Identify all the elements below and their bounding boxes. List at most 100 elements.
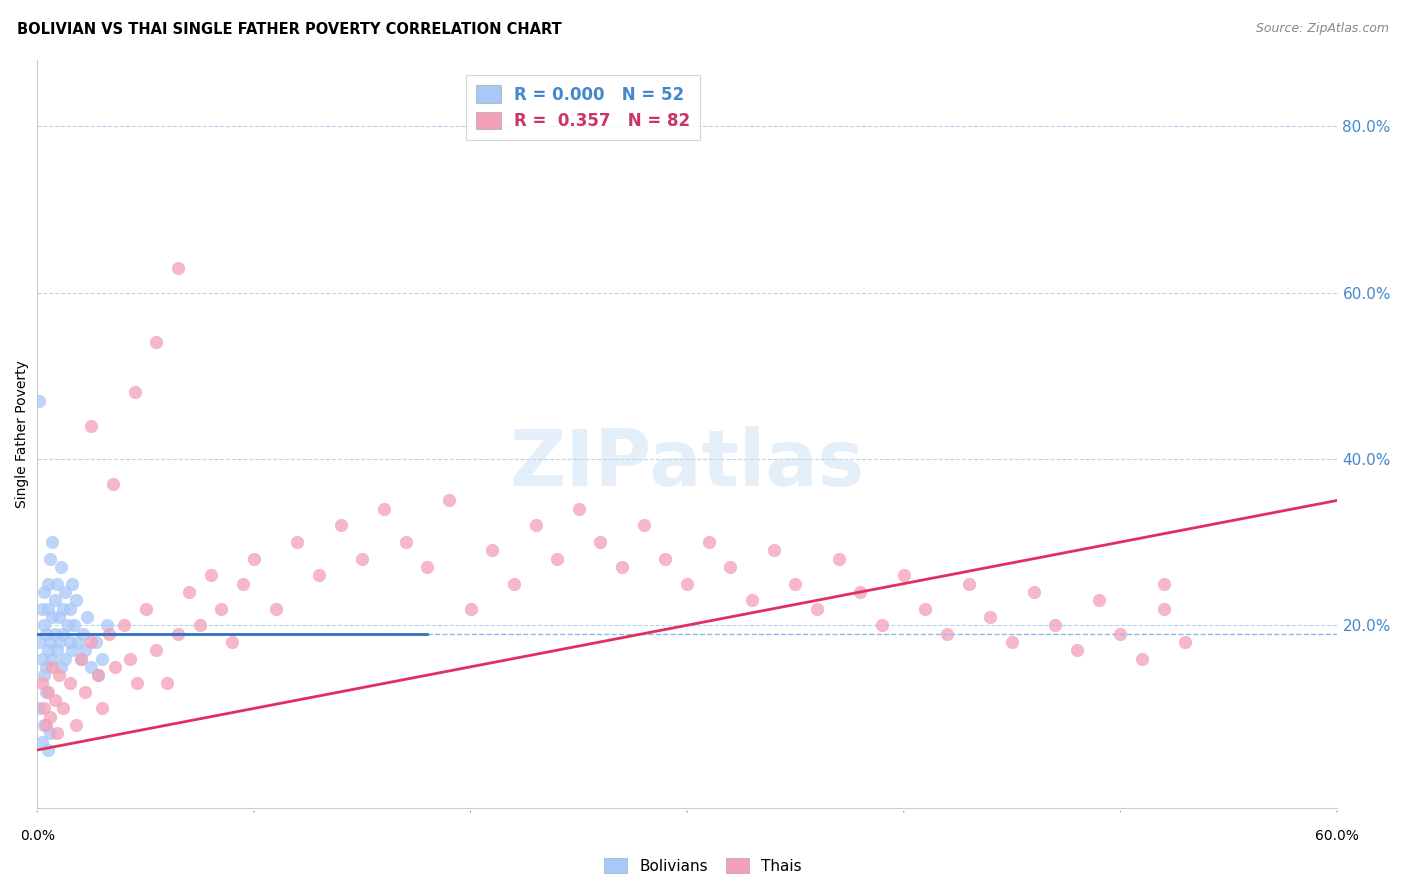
Point (39, 710, 62, 724)
Point (32, 701, 55, 715)
Point (41, 651, 63, 665)
Point (87, 668, 110, 682)
Point (979, 610, 1001, 624)
Point (97, 626, 120, 640)
Point (96, 618, 118, 632)
Point (914, 601, 936, 615)
Point (329, 518, 352, 533)
Point (893, 568, 915, 582)
Point (481, 543, 503, 558)
Point (35, 660, 58, 674)
Point (394, 535, 416, 549)
Point (39, 635, 62, 649)
Point (91, 701, 114, 715)
Point (80, 635, 103, 649)
Point (145, 335, 167, 350)
Point (720, 560, 742, 574)
Point (41, 660, 63, 674)
Point (524, 518, 547, 533)
Point (1022, 585, 1045, 599)
Point (48, 668, 70, 682)
Point (1153, 601, 1175, 615)
Text: Source: ZipAtlas.com: Source: ZipAtlas.com (1256, 22, 1389, 36)
Point (67, 635, 90, 649)
Text: ZIPatlas: ZIPatlas (509, 425, 865, 502)
Point (957, 576, 980, 591)
Point (1087, 593, 1109, 607)
Text: 60.0%: 60.0% (1315, 829, 1358, 843)
Point (35, 718, 58, 732)
Point (37, 643, 59, 657)
Point (101, 476, 124, 491)
Point (849, 585, 872, 599)
Point (39, 551, 62, 566)
Point (135, 601, 157, 615)
Point (697, 535, 720, 549)
Point (460, 601, 482, 615)
Point (80, 660, 103, 674)
Point (232, 576, 254, 591)
Point (612, 560, 634, 574)
Point (65, 593, 87, 607)
Point (28, 635, 51, 649)
Y-axis label: Single Father Poverty: Single Father Poverty (15, 360, 30, 508)
Point (45, 726, 67, 740)
Point (69, 651, 91, 665)
Point (31, 734, 53, 748)
Point (156, 676, 179, 690)
Point (31, 601, 53, 615)
Point (741, 593, 763, 607)
Point (60, 576, 83, 591)
Point (31, 651, 53, 665)
Point (112, 618, 135, 632)
Point (1153, 576, 1175, 591)
Point (55, 651, 77, 665)
Point (52, 601, 75, 615)
Point (41, 610, 63, 624)
Point (167, 626, 190, 640)
Point (37, 685, 59, 699)
Point (69, 651, 91, 665)
Point (52, 701, 75, 715)
Point (49, 560, 72, 574)
Point (870, 618, 893, 632)
Point (264, 601, 287, 615)
Point (73, 685, 96, 699)
Point (1174, 635, 1197, 649)
Point (125, 676, 148, 690)
Point (200, 568, 222, 582)
Point (762, 543, 785, 558)
Point (104, 660, 127, 674)
Point (37, 601, 59, 615)
Point (1130, 651, 1153, 665)
Point (37, 576, 59, 591)
Point (44, 693, 66, 707)
Point (568, 501, 591, 516)
Point (44, 626, 66, 640)
Point (28, 701, 51, 715)
Point (32, 585, 55, 599)
Point (308, 568, 330, 582)
Point (785, 576, 807, 591)
Point (243, 551, 266, 566)
Point (31, 676, 53, 690)
Point (44, 593, 66, 607)
Point (72, 626, 94, 640)
Point (35, 685, 58, 699)
Point (59, 676, 82, 690)
Point (676, 576, 699, 591)
Point (91, 651, 114, 665)
Point (52, 626, 75, 640)
Point (49, 660, 72, 674)
Point (73, 643, 96, 657)
Point (177, 585, 200, 599)
Point (76, 610, 98, 624)
Point (633, 518, 655, 533)
Text: 0.0%: 0.0% (20, 829, 55, 843)
Point (589, 535, 612, 549)
Point (59, 601, 82, 615)
Point (120, 651, 142, 665)
Point (416, 560, 439, 574)
Point (48, 635, 70, 649)
Point (502, 576, 524, 591)
